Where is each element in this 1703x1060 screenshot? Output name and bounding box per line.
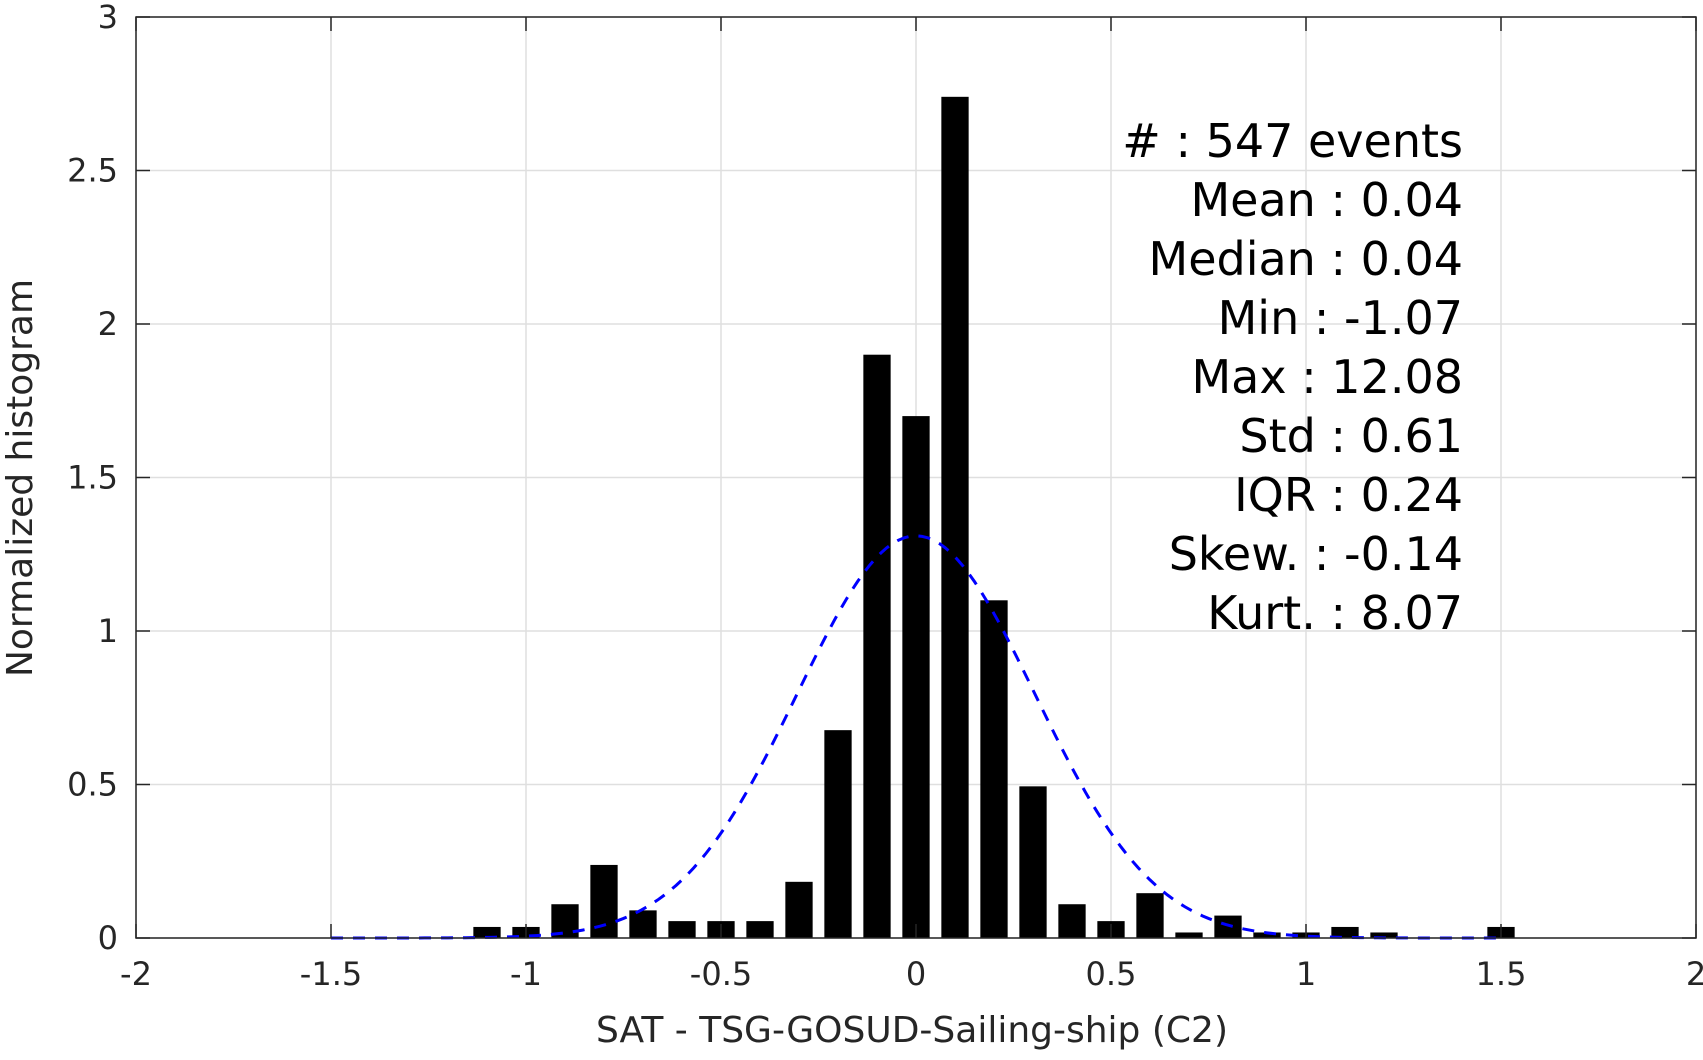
stat-line: IQR : 0.24 bbox=[1234, 468, 1463, 522]
x-tick-label: 1.5 bbox=[1476, 955, 1527, 993]
bars-layer bbox=[473, 96, 1515, 939]
x-tick-label: 2 bbox=[1686, 955, 1703, 993]
x-tick-label: 1 bbox=[1296, 955, 1316, 993]
stat-label: Max bbox=[1191, 350, 1301, 404]
stat-line: Mean : 0.04 bbox=[1190, 173, 1463, 227]
stat-value: : -0.14 bbox=[1314, 527, 1463, 581]
histogram-bar bbox=[1253, 932, 1281, 938]
y-tick-label: 1.5 bbox=[67, 459, 118, 497]
stat-label: Min bbox=[1218, 291, 1314, 345]
tick-labels: -2 -1.5 -1 -0.5 0 0.5 1 1.5 2 0 0.5 1 1.5 2 2.5 3 bbox=[67, 0, 1703, 993]
histogram-bar bbox=[785, 881, 813, 938]
histogram-bar bbox=[1370, 932, 1398, 938]
stat-value: : 12.08 bbox=[1301, 350, 1463, 404]
stat-value: : 8.07 bbox=[1330, 586, 1463, 640]
histogram-bar bbox=[863, 354, 891, 938]
stat-value: : 0.24 bbox=[1330, 468, 1463, 522]
histogram-bar bbox=[1331, 926, 1359, 938]
histogram-bar bbox=[980, 600, 1008, 938]
axes-layer bbox=[135, 16, 1697, 939]
x-tick-label: 0 bbox=[906, 955, 926, 993]
histogram-bar bbox=[1019, 786, 1047, 938]
histogram-bar bbox=[668, 921, 696, 938]
stat-value: : 0.04 bbox=[1330, 173, 1463, 227]
stat-label: Std bbox=[1239, 409, 1330, 463]
stat-value: : 0.61 bbox=[1330, 409, 1463, 463]
histogram-bar bbox=[824, 730, 852, 938]
stat-line: # : 547 events bbox=[1122, 114, 1463, 168]
x-tick-label: 0.5 bbox=[1086, 955, 1137, 993]
histogram-bar bbox=[941, 96, 969, 938]
histogram-bar bbox=[1214, 915, 1242, 938]
stat-line: Std : 0.61 bbox=[1239, 409, 1463, 463]
stat-line: Skew. : -0.14 bbox=[1169, 527, 1463, 581]
stat-label: Skew. bbox=[1169, 527, 1314, 581]
stat-label: Mean bbox=[1190, 173, 1330, 227]
x-tick-label: -1 bbox=[510, 955, 542, 993]
y-axis-label: Normalized histogram bbox=[0, 279, 41, 677]
histogram-bar bbox=[473, 926, 501, 938]
stat-value: : 0.04 bbox=[1330, 232, 1463, 286]
histogram-bar bbox=[746, 921, 774, 938]
stat-line: Min : -1.07 bbox=[1218, 291, 1463, 345]
stat-value: : 547 events bbox=[1175, 114, 1463, 168]
histogram-bar bbox=[1175, 932, 1203, 938]
x-tick-label: -2 bbox=[120, 955, 152, 993]
x-axis-label: SAT - TSG-GOSUD-Sailing-ship (C2) bbox=[596, 1010, 1228, 1051]
y-tick-label: 0.5 bbox=[67, 766, 118, 804]
histogram-bar bbox=[1136, 893, 1164, 938]
y-tick-label: 2 bbox=[98, 305, 118, 343]
histogram-bar bbox=[902, 416, 930, 939]
y-tick-label: 1 bbox=[98, 612, 118, 650]
stat-value: : -1.07 bbox=[1314, 291, 1463, 345]
x-tick-label: -0.5 bbox=[690, 955, 752, 993]
histogram-bar bbox=[1058, 904, 1086, 938]
x-tick-label: -1.5 bbox=[300, 955, 362, 993]
stat-line: Median : 0.04 bbox=[1149, 232, 1463, 286]
stat-label: Median bbox=[1149, 232, 1331, 286]
stat-label: Kurt. bbox=[1207, 586, 1330, 640]
stat-label: # bbox=[1122, 114, 1175, 168]
stat-line: Max : 12.08 bbox=[1191, 350, 1463, 404]
stat-label: IQR bbox=[1234, 468, 1330, 522]
histogram-bar bbox=[629, 910, 657, 938]
y-tick-label: 2.5 bbox=[67, 152, 118, 190]
stat-line: Kurt. : 8.07 bbox=[1207, 586, 1463, 640]
y-tick-label: 0 bbox=[98, 919, 118, 957]
y-tick-label: 3 bbox=[98, 0, 118, 36]
